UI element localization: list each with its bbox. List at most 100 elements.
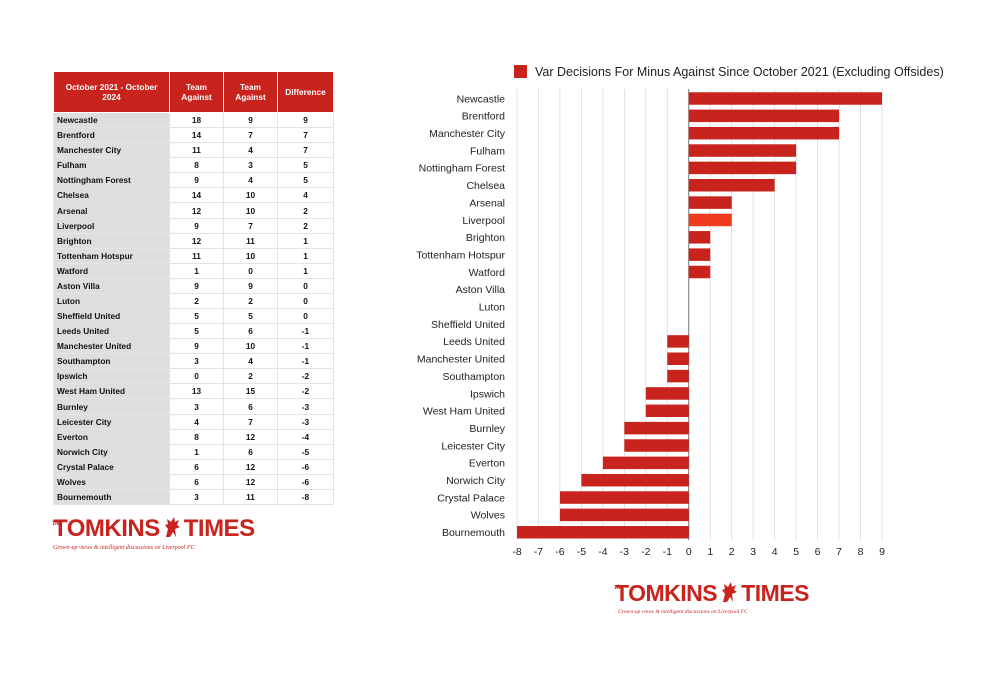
logo-tagline: Grown-up views & intelligent discussions… <box>618 609 748 615</box>
difference-cell: 9 <box>277 111 334 129</box>
table-row: Wolves 6 12 -6 <box>53 473 334 490</box>
x-tick-label: 3 <box>750 546 756 558</box>
category-label: Chelsea <box>466 180 505 192</box>
x-tick-label: 6 <box>815 546 821 558</box>
table-row: Manchester City 11 4 7 <box>53 142 334 159</box>
x-tick-label: -3 <box>620 546 629 558</box>
category-label: Leeds United <box>443 336 505 348</box>
chart-category-labels: Newcastle Brentford Manchester City Fulham N… <box>416 93 505 539</box>
bar-newcastle <box>688 92 882 105</box>
difference-cell: 5 <box>277 157 334 174</box>
table-body: Newcastle 18 9 9 Brentford 14 7 7 Manchester Cit… <box>53 111 334 506</box>
team-against-cell: 7 <box>223 217 278 234</box>
header-team-against-1: Team Against <box>169 71 224 113</box>
logo-wordmark: The TOMKINS TIMES <box>52 515 255 542</box>
difference-cell: -8 <box>277 488 334 506</box>
table-row: Crystal Palace 6 12 -6 <box>53 458 334 475</box>
category-label: Wolves <box>471 510 505 522</box>
table-row: Luton 2 2 0 <box>53 292 334 310</box>
x-tick-label: 4 <box>772 546 778 558</box>
team-against-cell: 4 <box>223 142 278 159</box>
bar-arsenal <box>688 196 732 209</box>
bar-tottenham-hotspur <box>688 248 711 261</box>
tomkins-times-logo-left: The TOMKINS TIMES Grown-up views & intell… <box>52 515 255 552</box>
difference-cell: 7 <box>277 127 334 144</box>
bar-nottingham-forest <box>688 161 797 175</box>
team-for-cell: 9 <box>169 172 224 189</box>
team-name-cell: Sheffield United <box>53 308 170 325</box>
x-tick-label: 1 <box>707 546 713 558</box>
table-row: Bournemouth 3 11 -8 <box>53 488 334 506</box>
difference-cell: 2 <box>277 217 334 234</box>
table-row: Brighton 12 11 1 <box>53 232 334 249</box>
category-label: Burnley <box>469 423 505 435</box>
x-tick-label: 5 <box>793 546 799 558</box>
category-label: Aston Villa <box>456 284 506 296</box>
category-label: Sheffield United <box>431 319 505 331</box>
team-name-cell: Brentford <box>53 127 170 144</box>
x-tick-label: 7 <box>836 546 842 558</box>
bar-manchester-united <box>667 352 689 365</box>
bar-wolves <box>559 508 689 522</box>
bar-ipswich <box>645 387 689 400</box>
team-name-cell: Newcastle <box>53 111 170 129</box>
table-row: Ipswich 0 2 -2 <box>53 368 334 385</box>
team-name-cell: Leeds United <box>53 323 170 340</box>
difference-cell: 2 <box>277 202 334 219</box>
table-row: Norwich City 1 6 -5 <box>53 443 334 460</box>
x-tick-label: -5 <box>577 546 586 558</box>
category-label: Brighton <box>466 232 505 244</box>
bar-fulham <box>688 144 797 157</box>
team-for-cell: 12 <box>169 232 224 249</box>
category-label: West Ham United <box>423 406 505 418</box>
team-name-cell: Chelsea <box>53 187 170 204</box>
category-label: Newcastle <box>457 93 506 105</box>
team-against-cell: 10 <box>223 187 278 204</box>
bar-watford <box>688 265 711 279</box>
bar-leeds-united <box>667 335 689 348</box>
chart-bars <box>517 92 882 539</box>
team-name-cell: Brighton <box>53 232 170 249</box>
x-tick-label: -1 <box>663 546 672 558</box>
bar-liverpool <box>688 213 732 227</box>
table-row: Arsenal 12 10 2 <box>53 202 334 219</box>
chart-x-tick-labels: -8 -7 -6 -5 -4 -3 -2 -1 0 1 2 3 4 5 6 7 8 9 <box>512 546 885 558</box>
bar-bournemouth <box>517 526 689 539</box>
legend-swatch <box>514 65 527 78</box>
logo-the-text: The <box>52 521 61 527</box>
bar-chelsea <box>688 179 775 192</box>
bar-burnley <box>624 421 689 435</box>
x-tick-label: -6 <box>555 546 564 558</box>
liverbird-icon <box>722 582 738 602</box>
x-tick-label: -4 <box>598 546 607 558</box>
category-label: Leicester City <box>441 440 505 452</box>
category-label: Tottenham Hotspur <box>416 249 505 261</box>
category-label: Crystal Palace <box>437 492 505 504</box>
x-tick-label: 0 <box>686 546 692 558</box>
table-row: Nottingham Forest 9 4 5 <box>53 172 334 189</box>
category-label: Bournemouth <box>442 527 505 539</box>
bar-west-ham-united <box>645 404 689 418</box>
logo-tagline: Grown-up views & intelligent discussions… <box>53 545 195 551</box>
x-tick-label: -8 <box>512 546 521 558</box>
category-label: Luton <box>479 302 505 314</box>
team-for-cell: 8 <box>169 157 224 174</box>
difference-cell: 4 <box>277 187 334 204</box>
header-period: October 2021 - October 2024 <box>53 71 170 113</box>
difference-cell: 1 <box>277 232 334 249</box>
table-row: Aston Villa 9 9 0 <box>53 277 334 294</box>
table-row: Fulham 8 3 5 <box>53 157 334 174</box>
category-label: Watford <box>469 267 506 279</box>
team-against-cell: 3 <box>223 157 278 174</box>
chart-legend: Var Decisions For Minus Against Since Oc… <box>514 65 944 79</box>
bar-brentford <box>688 109 840 123</box>
var-decisions-table: October 2021 - October 2024 Team Against… <box>53 71 334 506</box>
liverbird-icon <box>164 517 180 537</box>
bar-brighton <box>688 231 711 244</box>
category-label: Manchester United <box>417 354 505 366</box>
team-name-cell: Leicester City <box>53 413 170 430</box>
x-tick-label: -2 <box>641 546 650 558</box>
category-label: Fulham <box>470 145 505 157</box>
category-label: Manchester City <box>429 128 506 140</box>
